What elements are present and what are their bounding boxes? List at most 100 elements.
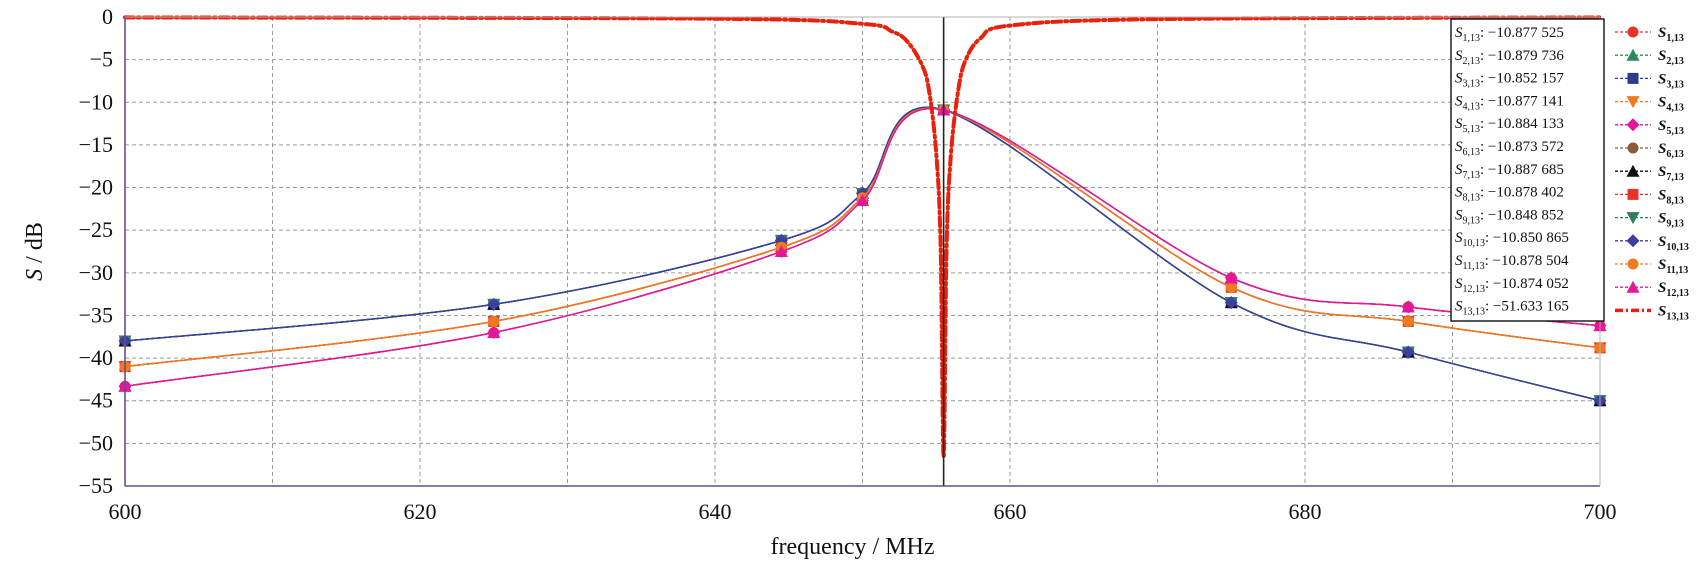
readout-value: : −10.878 504 — [1485, 253, 1569, 269]
legend-symbol: S — [1658, 234, 1666, 250]
y-tick-label: −35 — [79, 302, 113, 327]
readout-subscript: 3,13 — [1463, 79, 1481, 90]
legend-symbol: S — [1658, 257, 1666, 273]
legend-label: S6,13 — [1658, 141, 1684, 160]
series-s13-13 — [123, 15, 1602, 460]
legend-item: S9,13 — [1615, 211, 1684, 230]
readout-subscript: 8,13 — [1463, 193, 1481, 204]
readout-symbol: S — [1455, 299, 1463, 315]
readout-value: : −10.873 572 — [1480, 139, 1564, 155]
readout-row: S12,13: −10.874 052 — [1455, 276, 1569, 295]
legend-label: S10,13 — [1658, 234, 1689, 253]
x-axis-title: frequency / MHz — [771, 534, 935, 560]
data-point — [1224, 271, 1238, 284]
readout-symbol: S — [1455, 25, 1463, 41]
y-tick-label: −20 — [79, 175, 113, 200]
legend-symbol: S — [1658, 118, 1666, 134]
readout-subscript: 5,13 — [1463, 124, 1481, 135]
readout-symbol: S — [1455, 139, 1463, 155]
legend-item: S2,13 — [1615, 48, 1684, 67]
readout-row: S9,13: −10.848 852 — [1455, 207, 1564, 226]
readout-value: : −10.878 402 — [1480, 185, 1564, 201]
y-axis-unit: / dB — [22, 222, 48, 269]
data-point — [1626, 48, 1640, 61]
legend-subscript: 7,13 — [1666, 172, 1684, 183]
readout-row: S8,13: −10.878 402 — [1455, 185, 1564, 204]
y-tick-label: −30 — [79, 260, 113, 285]
legend-subscript: 6,13 — [1666, 149, 1684, 160]
legend-label: S7,13 — [1658, 164, 1684, 183]
data-point — [1225, 281, 1237, 293]
series-layer — [118, 15, 1607, 460]
readout-subscript: 13,13 — [1463, 307, 1486, 318]
data-point — [1627, 188, 1639, 200]
legend-subscript: 12,13 — [1666, 288, 1689, 299]
readout-subscript: 6,13 — [1463, 147, 1481, 158]
readout-value: : −10.887 685 — [1480, 162, 1564, 178]
legend-item: S8,13 — [1615, 187, 1684, 206]
readout-row: S4,13: −10.877 141 — [1455, 93, 1564, 112]
data-point — [1626, 164, 1640, 177]
legend-subscript: 11,13 — [1666, 265, 1688, 276]
readout-symbol: S — [1455, 276, 1463, 292]
readout-symbol: S — [1455, 185, 1463, 201]
y-tick-label: −5 — [90, 47, 113, 72]
legend-item: S11,13 — [1615, 257, 1688, 276]
readout-row: S6,13: −10.873 572 — [1455, 139, 1564, 158]
readout-value: : −10.877 525 — [1480, 25, 1564, 41]
data-point — [1626, 96, 1640, 109]
readout-row: S10,13: −10.850 865 — [1455, 230, 1569, 249]
y-tick-label: −50 — [79, 430, 113, 455]
readout-symbol: S — [1455, 162, 1463, 178]
legend-item: S3,13 — [1615, 71, 1684, 90]
readout-row: S5,13: −10.884 133 — [1455, 116, 1564, 135]
x-tick-label: 660 — [994, 499, 1027, 524]
readout-row: S13,13: −51.633 165 — [1455, 299, 1569, 318]
legend-symbol: S — [1658, 48, 1666, 64]
readout-value: : −10.850 865 — [1485, 230, 1569, 246]
legend-item: S7,13 — [1615, 164, 1684, 183]
legend-label: S12,13 — [1658, 280, 1689, 299]
legend-subscript: 2,13 — [1666, 56, 1684, 67]
data-point — [1627, 26, 1639, 38]
legend-subscript: 5,13 — [1666, 126, 1684, 137]
legend-item: S12,13 — [1615, 280, 1689, 299]
readout-symbol: S — [1455, 71, 1463, 87]
data-point — [487, 326, 501, 339]
data-point — [1627, 258, 1639, 270]
data-point — [1401, 345, 1415, 359]
legend-label: S3,13 — [1658, 71, 1684, 90]
y-tick-label: −40 — [79, 345, 113, 370]
legend-symbol: S — [1658, 25, 1666, 41]
readout-row: S7,13: −10.887 685 — [1455, 162, 1564, 181]
readout-row: S1,13: −10.877 525 — [1455, 25, 1564, 44]
readout-symbol: S — [1455, 116, 1463, 132]
readout-value: : −10.848 852 — [1480, 207, 1564, 223]
readout-subscript: 10,13 — [1463, 238, 1486, 249]
readout-symbol: S — [1455, 207, 1463, 223]
data-point — [487, 297, 501, 311]
y-tick-label: −45 — [79, 388, 113, 413]
readout-row: S2,13: −10.879 736 — [1455, 48, 1564, 67]
readout-subscript: 4,13 — [1463, 101, 1481, 112]
y-tick-label: −25 — [79, 217, 113, 242]
readout-value: : −10.852 157 — [1480, 71, 1564, 87]
data-point — [1224, 296, 1238, 310]
readout-value: : −51.633 165 — [1485, 299, 1569, 315]
readout-symbol: S — [1455, 230, 1463, 246]
legend-label: S9,13 — [1658, 211, 1684, 230]
x-tick-label: 600 — [109, 499, 142, 524]
y-tick-label: −15 — [79, 132, 113, 157]
legend-symbol: S — [1658, 71, 1666, 87]
readout-subscript: 2,13 — [1463, 56, 1481, 67]
legend-symbol: S — [1658, 303, 1666, 319]
legend-symbol: S — [1658, 187, 1666, 203]
x-tick-label: 640 — [699, 499, 732, 524]
y-tick-label: −10 — [79, 89, 113, 114]
legend-item: S13,13 — [1615, 303, 1689, 322]
readout-value: : −10.874 052 — [1485, 276, 1569, 292]
